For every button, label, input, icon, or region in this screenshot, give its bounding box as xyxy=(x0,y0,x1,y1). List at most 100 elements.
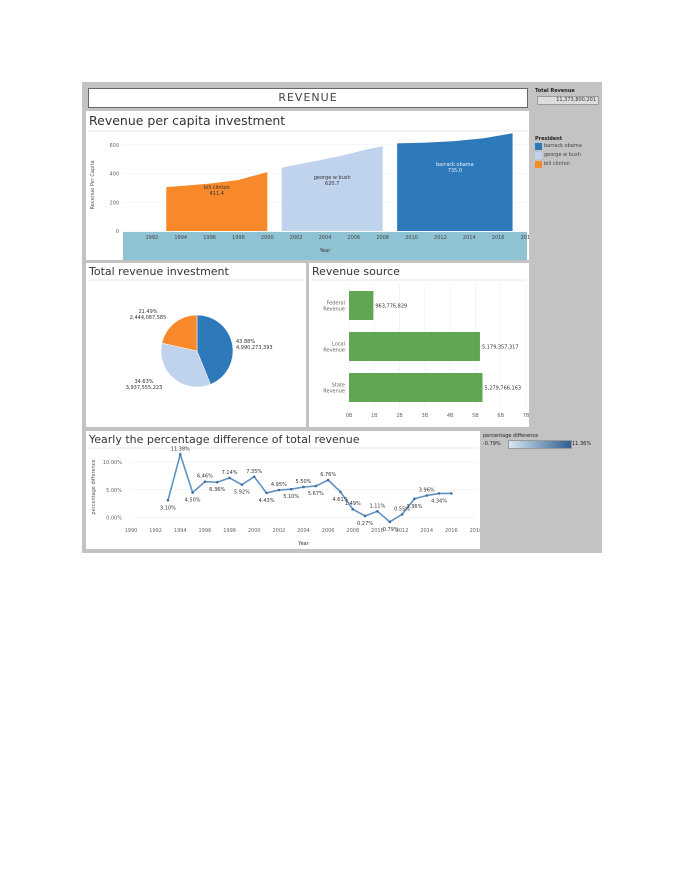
x-tick-label: 1998 xyxy=(223,528,236,534)
legend-swatch xyxy=(535,161,542,168)
line-point-label: 3.96% xyxy=(419,488,435,494)
x-tick-label: 6B xyxy=(497,413,504,419)
x-tick-label: 0B xyxy=(346,413,353,419)
x-tick-label: 2006 xyxy=(347,235,360,241)
x-axis-label: Year xyxy=(297,541,310,547)
line-point xyxy=(203,480,207,483)
bar-category-label: Local xyxy=(332,342,345,348)
line-point-label: 4.61% xyxy=(333,497,349,503)
president-legend-title: President xyxy=(535,136,563,142)
y-tick-label: 10.00% xyxy=(103,460,122,466)
x-tick-label: 2000 xyxy=(261,235,274,241)
pct-legend-min: -0.79% xyxy=(483,441,501,447)
x-tick-label: 2000 xyxy=(248,528,261,534)
total-revenue-value: 11,373,800,201 xyxy=(537,96,599,105)
x-tick-label: 4B xyxy=(447,413,454,419)
y-tick-label: 200 xyxy=(109,200,119,206)
area-label-name: george w bush xyxy=(314,175,351,181)
pie-slice-george-w-bush xyxy=(160,342,211,388)
line-point-label: 6.46% xyxy=(197,474,213,480)
line-point-label: 5.67% xyxy=(308,491,324,497)
bar-value-label: 5,279,766,163 xyxy=(485,386,522,392)
x-tick-label: 2014 xyxy=(420,528,433,534)
bar-value-label: 5,179,357,317 xyxy=(482,345,519,351)
pie-pct-label: 34.63% xyxy=(134,379,153,385)
x-tick-label: 2B xyxy=(396,413,403,419)
y-axis-label: Revenue Per Capita xyxy=(90,160,96,209)
legend-swatch xyxy=(535,152,542,159)
line-point-label: 3.36% xyxy=(406,504,422,510)
x-tick-label: 2008 xyxy=(376,235,389,241)
line-point-label: 11.38% xyxy=(171,446,190,452)
legend-label: george w bush xyxy=(544,152,581,158)
pie-pct-label: 43.88% xyxy=(236,339,255,345)
x-tick-label: 1998 xyxy=(232,235,245,241)
x-tick-label: 1992 xyxy=(145,235,158,241)
x-tick-label: 1996 xyxy=(199,528,212,534)
revenue-source-panel: Revenue source 0B 1B 2B 3B 4B 5B 6B 7B 963,776,8… xyxy=(309,263,529,427)
pct-color-ramp xyxy=(508,440,572,449)
line-point xyxy=(240,483,244,486)
line-point xyxy=(351,507,355,511)
line-point xyxy=(413,497,416,501)
x-tick-label: 2008 xyxy=(346,528,359,534)
y-tick-label: 0 xyxy=(116,229,119,235)
pie-value-label: 4,990,273,393 xyxy=(236,345,273,351)
line-point-label: 1.11% xyxy=(369,503,385,509)
line-point xyxy=(388,520,392,524)
line-point-label: 7.14% xyxy=(222,470,238,476)
x-tick-label: 2018 xyxy=(521,235,529,241)
line-point-label: 4.50% xyxy=(185,498,201,504)
pie-slice-barrack-obama xyxy=(196,314,234,385)
bar-category-label: State xyxy=(332,383,345,389)
pie-pct-label: 21.49% xyxy=(138,309,157,315)
line-point-label: 7.35% xyxy=(246,469,262,475)
x-tick-label: 2012 xyxy=(434,235,447,241)
area-series-george-w-bush xyxy=(281,146,383,231)
line-point-label: 6.36% xyxy=(209,487,225,493)
legend-item: barrack obama xyxy=(535,143,582,150)
legend-swatch xyxy=(535,143,542,150)
x-tick-label: 2002 xyxy=(290,235,303,241)
pie-slice-bill-clinton xyxy=(161,314,198,352)
line-point-label: 5.10% xyxy=(283,494,299,500)
bar-category-label: Revenue xyxy=(323,348,345,354)
pie-value-label: 2,444,087,585 xyxy=(130,315,167,321)
line-point xyxy=(166,498,170,502)
area-label-value: 620.7 xyxy=(325,181,339,187)
area-chart: 0 200 400 600 1992 1994 1996 1998 2000 2002 2004 20… xyxy=(88,130,529,260)
dashboard-title: REVENUE xyxy=(88,88,528,108)
legend-label: barrack obama xyxy=(544,143,582,149)
line-point-label: 3.10% xyxy=(160,505,176,511)
bar-chart-title: Revenue source xyxy=(312,265,400,278)
line-chart: 0.00% 5.00% 10.00% 1990 1992 1994 1996 1998 2000… xyxy=(88,446,480,547)
y-tick-label: 0.00% xyxy=(106,515,122,521)
x-tick-label: 1994 xyxy=(174,528,187,534)
line-point xyxy=(277,488,281,492)
line-point xyxy=(265,491,268,495)
x-tick-label: 5B xyxy=(472,413,479,419)
bar-category-label: Federal xyxy=(327,301,345,307)
y-tick-label: 400 xyxy=(109,172,119,178)
area-series-barrack-obama xyxy=(397,133,513,231)
y-axis-label: percentage difference xyxy=(91,459,97,514)
legend-item: george w bush xyxy=(535,152,581,159)
x-axis-label: Year xyxy=(319,248,332,254)
x-tick-label: 2010 xyxy=(371,528,384,534)
line-point xyxy=(191,491,194,494)
pct-legend-title: percentage difference xyxy=(483,433,539,439)
x-tick-label: 2006 xyxy=(322,528,335,534)
y-tick-label: 600 xyxy=(109,143,119,149)
line-point xyxy=(302,485,305,489)
area-label-name: barrack obama xyxy=(436,162,474,168)
x-tick-label: 1992 xyxy=(149,528,162,534)
x-tick-label: 2002 xyxy=(272,528,285,534)
bar-category-label: Revenue xyxy=(323,307,345,313)
line-point xyxy=(314,484,318,488)
legend-item: bill clinton xyxy=(535,161,570,168)
area-label-value: 411.4 xyxy=(210,191,224,197)
line-chart-title: Yearly the percentage difference of tota… xyxy=(89,433,360,446)
total-revenue-label: Total Revenue xyxy=(535,88,575,94)
line-point xyxy=(215,480,219,484)
x-tick-label: 7B xyxy=(523,413,529,419)
